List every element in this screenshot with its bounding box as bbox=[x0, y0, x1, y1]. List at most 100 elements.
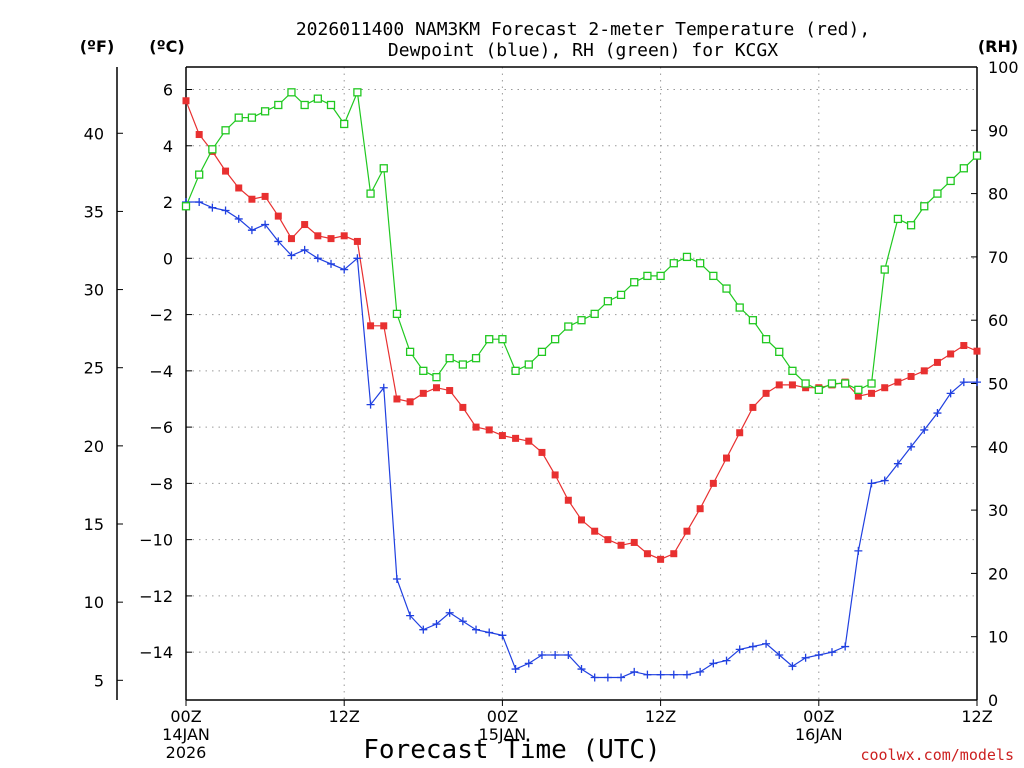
data-point bbox=[920, 202, 929, 211]
data-point bbox=[367, 322, 375, 330]
celsius-tick-label: −12 bbox=[139, 587, 173, 606]
data-point bbox=[617, 673, 626, 682]
data-point bbox=[973, 347, 981, 355]
data-point bbox=[643, 670, 652, 679]
data-point bbox=[616, 290, 626, 300]
data-point bbox=[682, 252, 692, 262]
data-point bbox=[208, 145, 217, 154]
data-point bbox=[261, 192, 269, 200]
data-point bbox=[973, 378, 981, 387]
fahrenheit-tick-label: 30 bbox=[84, 281, 104, 300]
data-point bbox=[920, 425, 929, 434]
data-point bbox=[287, 235, 295, 243]
data-point bbox=[525, 437, 533, 445]
data-point bbox=[761, 335, 771, 344]
data-point bbox=[498, 432, 506, 440]
data-point bbox=[406, 611, 415, 620]
data-point bbox=[735, 645, 744, 654]
rh-tick-label: 40 bbox=[988, 438, 1008, 457]
data-point bbox=[880, 265, 889, 274]
data-point bbox=[590, 673, 599, 682]
data-point bbox=[880, 476, 889, 485]
rh-tick-label: 60 bbox=[988, 311, 1008, 330]
data-point bbox=[643, 271, 652, 281]
x-tick-label: 00Z bbox=[803, 707, 834, 726]
data-point bbox=[854, 385, 863, 394]
data-point bbox=[617, 541, 625, 549]
data-point bbox=[485, 335, 494, 344]
series-layer bbox=[181, 88, 982, 682]
data-point bbox=[537, 650, 546, 659]
data-point bbox=[867, 379, 876, 388]
data-point bbox=[181, 202, 191, 211]
data-point bbox=[696, 667, 705, 676]
data-point bbox=[775, 347, 784, 357]
data-point bbox=[314, 232, 322, 240]
data-point bbox=[656, 670, 665, 679]
x-tick-label: 12Z bbox=[645, 707, 676, 726]
data-point bbox=[802, 384, 810, 392]
data-point bbox=[868, 389, 876, 397]
data-point bbox=[550, 335, 560, 344]
data-point bbox=[458, 360, 468, 369]
data-point bbox=[920, 367, 928, 375]
x-tick-label: 00Z bbox=[487, 707, 518, 726]
data-point bbox=[827, 648, 836, 657]
rh-tick-label: 100 bbox=[988, 58, 1019, 77]
data-point bbox=[669, 259, 678, 268]
series-rh bbox=[181, 88, 982, 394]
data-point bbox=[709, 659, 718, 668]
data-point bbox=[893, 459, 902, 468]
data-point bbox=[775, 650, 784, 659]
celsius-unit-label: (ºC) bbox=[149, 37, 184, 56]
data-point bbox=[353, 254, 362, 263]
data-point bbox=[564, 322, 573, 331]
celsius-tick-label: −2 bbox=[149, 306, 173, 325]
data-point bbox=[630, 667, 639, 676]
data-point bbox=[419, 625, 428, 634]
data-point bbox=[274, 237, 283, 246]
data-point bbox=[524, 659, 533, 668]
fahrenheit-tick-label: 5 bbox=[94, 671, 104, 690]
data-point bbox=[748, 316, 758, 325]
x-tick-label: 12Z bbox=[329, 707, 360, 726]
data-point bbox=[182, 97, 190, 105]
data-point bbox=[393, 395, 401, 403]
data-point bbox=[551, 650, 560, 659]
data-point bbox=[432, 373, 441, 382]
data-point bbox=[195, 170, 204, 179]
x-tick-label: 12Z bbox=[961, 707, 992, 726]
celsius-tick-label: 2 bbox=[163, 193, 173, 212]
data-point bbox=[906, 221, 916, 230]
fahrenheit-unit-label: (ºF) bbox=[80, 37, 115, 56]
data-point bbox=[274, 100, 283, 110]
data-point bbox=[353, 88, 362, 97]
x-tick-date-label: 15JAN bbox=[479, 725, 527, 744]
credit-text: coolwx.com/models bbox=[860, 746, 1014, 764]
data-point bbox=[379, 383, 388, 392]
data-point bbox=[446, 387, 454, 395]
data-point bbox=[722, 284, 731, 293]
celsius-tick-label: −14 bbox=[139, 643, 173, 662]
y-axis-labels: 6420−2−4−6−8−10−12−144035302520151051009… bbox=[84, 58, 1019, 710]
series-2-meter-temperature bbox=[182, 97, 981, 563]
data-point bbox=[432, 620, 441, 629]
data-point bbox=[208, 203, 217, 212]
data-point bbox=[247, 226, 256, 235]
data-point bbox=[959, 164, 968, 173]
rh-tick-label: 70 bbox=[988, 248, 1008, 267]
data-point bbox=[247, 113, 257, 122]
data-point bbox=[301, 221, 309, 229]
data-point bbox=[392, 309, 402, 319]
data-point bbox=[669, 670, 678, 679]
celsius-tick-label: 0 bbox=[163, 249, 173, 268]
data-point bbox=[380, 322, 388, 330]
data-point bbox=[749, 403, 757, 411]
data-point bbox=[657, 555, 665, 563]
data-point bbox=[933, 189, 942, 198]
data-point bbox=[313, 94, 322, 103]
rh-unit-label: (RH) bbox=[978, 37, 1018, 56]
data-point bbox=[841, 379, 850, 388]
rh-tick-label: 50 bbox=[988, 375, 1008, 394]
